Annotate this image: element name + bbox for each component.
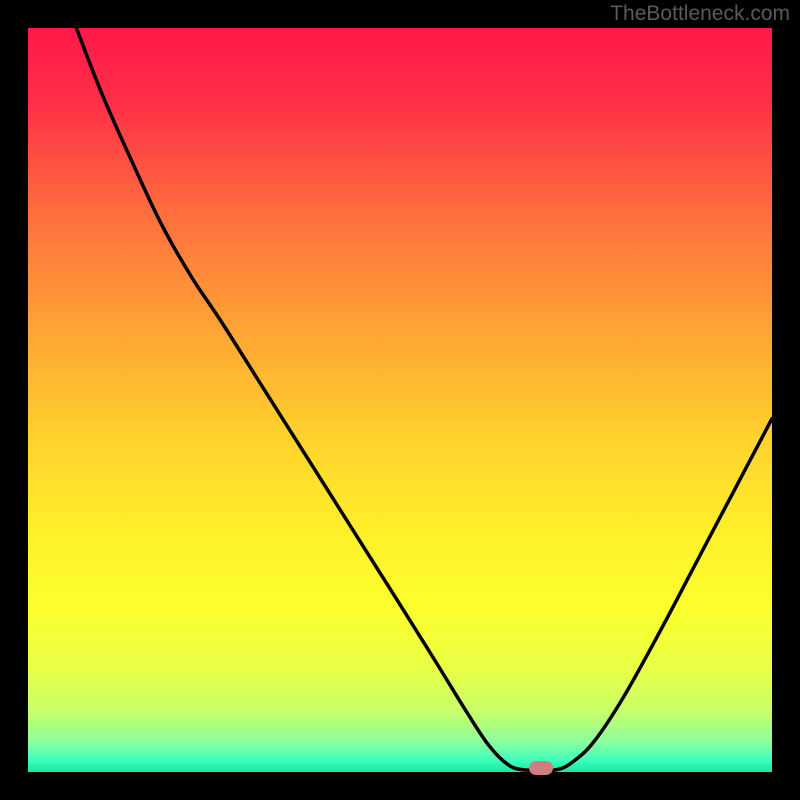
bottleneck-curve (28, 28, 772, 772)
watermark-text: TheBottleneck.com (610, 2, 790, 26)
optimal-point-marker (529, 761, 553, 775)
plot-area (28, 28, 772, 772)
chart-container: TheBottleneck.com (0, 0, 800, 800)
